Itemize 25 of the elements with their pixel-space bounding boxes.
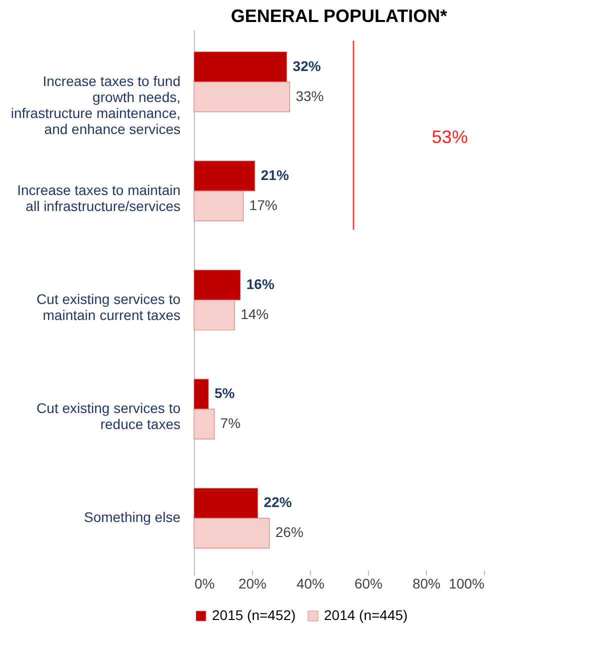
x-tick-label: 20%	[238, 576, 267, 592]
data-label: 22%	[264, 494, 292, 510]
data-label: 5%	[214, 385, 236, 402]
y-tick-label: Cut existing services to reduce taxes	[36, 400, 181, 432]
data-label: 17%	[249, 196, 278, 213]
data-label: 26%	[275, 524, 304, 540]
x-tick-label: 60%	[354, 576, 383, 592]
annotation: 53%	[432, 127, 468, 147]
x-tick-label: 100%	[448, 576, 484, 592]
legend-label: 2014 (n=445)	[324, 607, 408, 623]
data-label: 32%	[292, 58, 322, 74]
data-label: 33%	[296, 88, 324, 104]
legend-label: 2015 (n=452)	[212, 607, 296, 623]
y-tick-label: Increase taxes to maintain all infrastructure/services	[17, 182, 180, 214]
data-label: 21%	[260, 166, 290, 183]
x-tick-label: 80%	[412, 576, 441, 592]
chart-title: GENERAL POPULATION*	[230, 6, 448, 26]
y-tick-label: Cut existing services to maintain current taxes	[36, 291, 181, 323]
x-tick-label: 40%	[296, 576, 325, 592]
y-tick-label: Something else	[84, 509, 181, 526]
x-tick-label: 0%	[194, 576, 215, 592]
data-label: 16%	[246, 276, 275, 292]
data-label: 14%	[240, 306, 269, 322]
data-label: 7%	[220, 415, 241, 432]
y-tick-label: Increase taxes to fund growth needs, infrastructure maintenance, and enhance services	[10, 72, 180, 137]
